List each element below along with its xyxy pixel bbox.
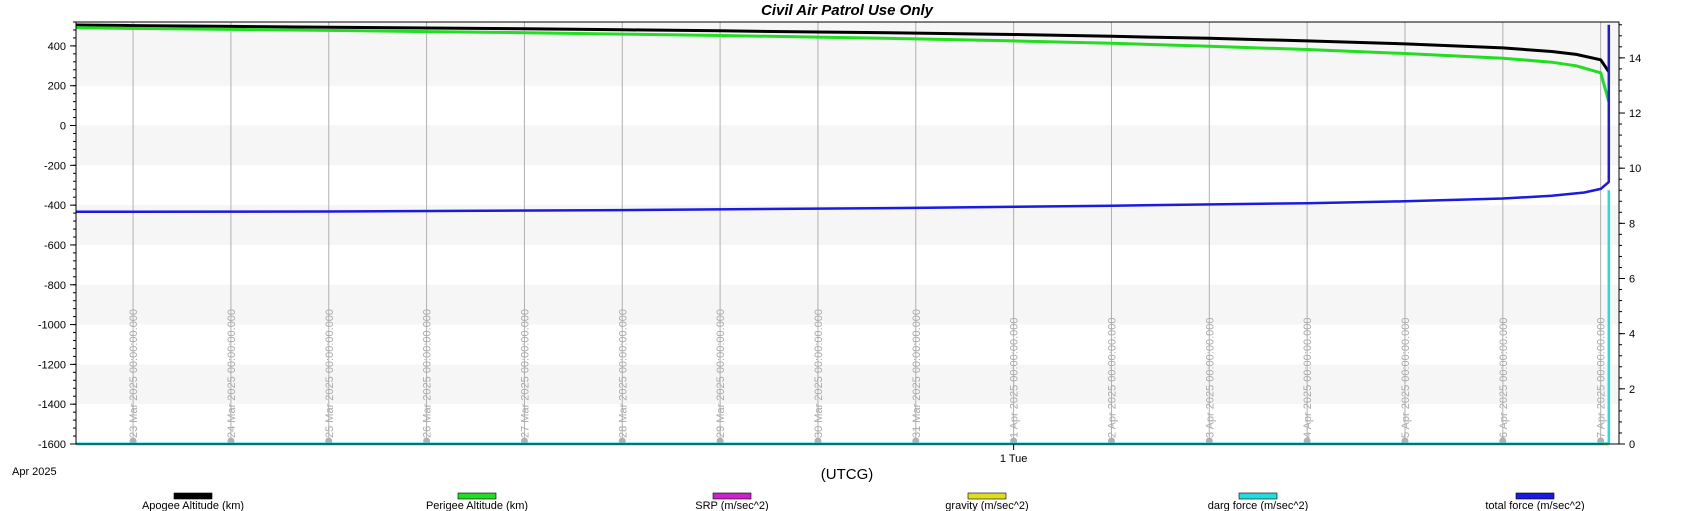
right-axis-tick-label: 12	[1629, 108, 1641, 120]
legend-swatch	[1515, 492, 1555, 500]
legend-label: gravity (m/sec^2)	[945, 500, 1028, 511]
date-marker-label: 2 Apr 2025 00:00:00.000	[1106, 318, 1118, 439]
date-marker-label: 4 Apr 2025 00:00:00.000	[1302, 318, 1314, 439]
date-marker-label: 23 Mar 2025 00:00:00.000	[128, 309, 140, 438]
grid-band	[76, 364, 1619, 405]
x-axis-label: (UTCG)	[821, 466, 874, 483]
legend-label: Apogee Altitude (km)	[142, 500, 244, 511]
grid-bands	[76, 22, 1619, 405]
right-axis-tick-label: 2	[1629, 384, 1635, 396]
right-axis-tick-label: 4	[1629, 329, 1635, 341]
legend-swatch	[967, 492, 1007, 500]
left-axis-tick-label: -400	[44, 200, 66, 212]
left-y-axis: 400 200 0 -200 -400 -600 -800 -1000 -1200 -1400 -1…	[38, 21, 76, 451]
date-marker-label: 24 Mar 2025 00:00:00.000	[226, 309, 238, 438]
legend-swatch	[457, 492, 497, 500]
left-axis-tick-label: -1000	[38, 320, 66, 332]
date-marker-label: 5 Apr 2025 00:00:00.000	[1400, 318, 1412, 439]
x-axis-corner-label: Apr 2025	[12, 466, 57, 478]
date-marker-label: 27 Mar 2025 00:00:00.000	[519, 309, 531, 438]
date-marker-lines: 23 Mar 2025 00:00:00.000 24 Mar 2025 00:0…	[128, 22, 1608, 445]
series-line-total	[75, 24, 1611, 214]
legend: Apogee Altitude (km) Perigee Altitude (km…	[142, 492, 1585, 511]
legend-swatch	[1238, 492, 1278, 500]
series-line-perigee	[75, 26, 1611, 103]
left-axis-tick-label: -1600	[38, 439, 66, 451]
legend-label: Perigee Altitude (km)	[426, 500, 528, 511]
date-marker-label: 28 Mar 2025 00:00:00.000	[617, 309, 629, 438]
legend-swatch	[712, 492, 752, 500]
series-line-apogee	[75, 23, 1611, 73]
right-axis-tick-label: 0	[1629, 439, 1635, 451]
left-axis-tick-label: 0	[60, 121, 66, 133]
date-marker-label: 3 Apr 2025 00:00:00.000	[1204, 318, 1216, 439]
x-axis: 1 Tue	[1000, 444, 1028, 465]
date-marker-label: 1 Apr 2025 00:00:00.000	[1009, 318, 1021, 439]
left-axis-tick-label: -600	[44, 240, 66, 252]
date-marker-label: 30 Mar 2025 00:00:00.000	[813, 309, 825, 438]
legend-swatch	[173, 492, 213, 500]
date-marker-label: 6 Apr 2025 00:00:00.000	[1498, 318, 1510, 439]
legend-label: darg force (m/sec^2)	[1208, 500, 1309, 511]
left-axis-tick-label: -1200	[38, 359, 66, 371]
date-marker-label: 31 Mar 2025 00:00:00.000	[911, 309, 923, 438]
chart-title: Civil Air Patrol Use Only	[761, 2, 934, 19]
plot-frame	[75, 21, 1620, 445]
right-y-axis: 14 12 10 8 6 4 2 0	[1619, 24, 1641, 451]
right-axis-tick-label: 14	[1629, 53, 1641, 65]
grid-band	[76, 125, 1619, 166]
left-axis-tick-label: -1400	[38, 399, 66, 411]
date-marker-label: 26 Mar 2025 00:00:00.000	[422, 309, 434, 438]
date-marker-label: 25 Mar 2025 00:00:00.000	[324, 309, 336, 438]
left-axis-tick-label: 200	[48, 81, 66, 93]
left-axis-tick-label: -800	[44, 280, 66, 292]
left-axis-tick-label: 400	[48, 41, 66, 53]
x-axis-major-tick-label: 1 Tue	[1000, 453, 1028, 465]
grid-band	[76, 284, 1619, 325]
legend-label: SRP (m/sec^2)	[695, 500, 768, 511]
right-axis-tick-label: 8	[1629, 218, 1635, 230]
date-marker-label: 7 Apr 2025 00:00:00.000	[1596, 318, 1608, 439]
left-axis-tick-label: -200	[44, 160, 66, 172]
right-axis-tick-label: 10	[1629, 163, 1641, 175]
right-axis-tick-label: 6	[1629, 274, 1635, 286]
legend-label: total force (m/sec^2)	[1485, 500, 1584, 511]
date-marker-label: 29 Mar 2025 00:00:00.000	[715, 309, 727, 438]
